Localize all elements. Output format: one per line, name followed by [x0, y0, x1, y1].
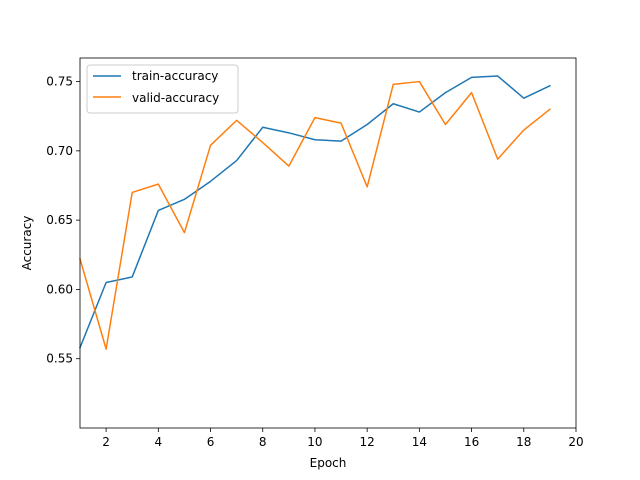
y-axis-ticks: 0.55 0.60 0.65 0.70 0.75 [46, 75, 80, 366]
x-tick-label: 10 [307, 435, 322, 449]
y-tick-label: 0.60 [46, 282, 73, 296]
x-axis-title: Epoch [310, 456, 347, 470]
legend-label-train-accuracy: train-accuracy [132, 69, 218, 83]
series-line-valid-accuracy [79, 80, 551, 350]
x-tick-label: 8 [259, 435, 267, 449]
series-layer [79, 75, 551, 350]
legend-label-valid-accuracy: valid-accuracy [132, 91, 219, 105]
plot-frame [79, 57, 577, 429]
y-tick-label: 0.75 [46, 75, 73, 89]
legend: train-accuracy valid-accuracy [86, 64, 239, 114]
x-tick-label: 18 [516, 435, 531, 449]
series-line-train-accuracy [79, 75, 551, 349]
legend-box [86, 64, 239, 114]
y-tick-label: 0.70 [46, 144, 73, 158]
x-tick-label: 20 [568, 435, 583, 449]
x-tick-label: 16 [464, 435, 479, 449]
y-axis-title: Accuracy [20, 216, 34, 271]
x-tick-label: 4 [154, 435, 162, 449]
x-tick-label: 14 [412, 435, 427, 449]
x-tick-label: 6 [207, 435, 215, 449]
x-axis-ticks: 2 4 6 8 10 12 14 16 18 20 [102, 428, 584, 449]
y-tick-label: 0.55 [46, 352, 73, 366]
y-tick-label: 0.65 [46, 213, 73, 227]
x-tick-label: 12 [360, 435, 375, 449]
x-tick-label: 2 [102, 435, 110, 449]
